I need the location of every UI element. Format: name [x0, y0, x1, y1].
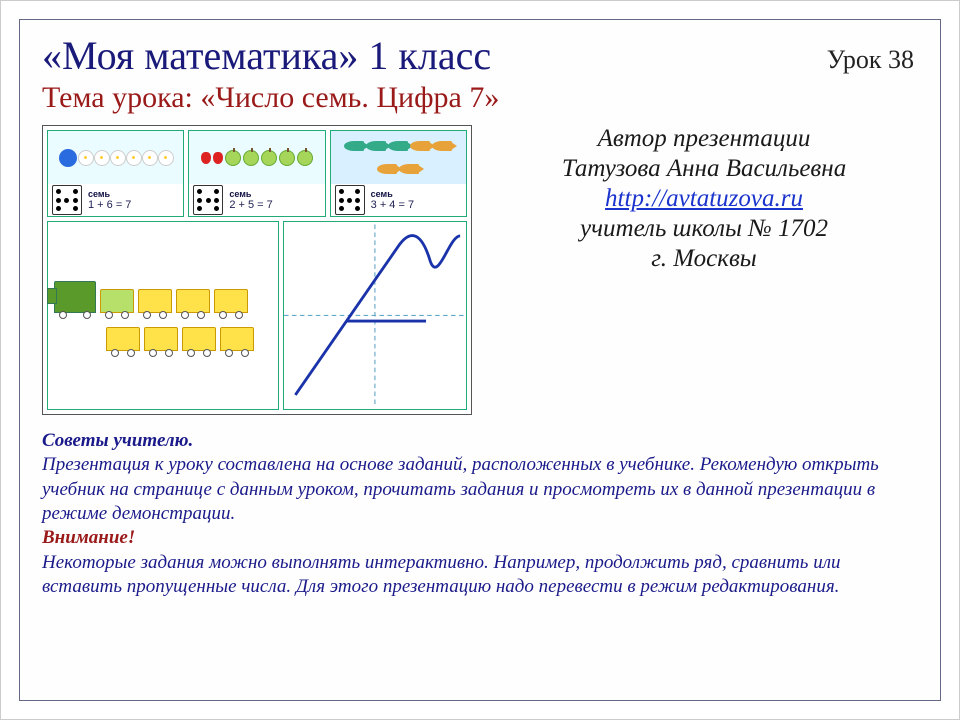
cell-flowers: семь 1 + 6 = 7	[47, 130, 184, 217]
content-row: семь 1 + 6 = 7	[42, 125, 918, 415]
cell-graph	[283, 221, 467, 410]
dice-icon	[335, 185, 365, 215]
equation: 1 + 6 = 7	[88, 199, 131, 211]
tips-warning-heading: Внимание!	[42, 527, 135, 548]
tips-heading: Советы учителю.	[42, 430, 193, 451]
dice-icon	[193, 185, 223, 215]
digit-seven-graph-icon	[284, 222, 466, 409]
book-title: «Моя математика» 1 класс	[42, 32, 491, 79]
textbook-thumbnail: семь 1 + 6 = 7	[42, 125, 472, 415]
cell-apples: семь 2 + 5 = 7	[188, 130, 325, 217]
lesson-topic: Тема урока: «Число семь. Цифра 7»	[42, 81, 918, 115]
cell-fish: семь 3 + 4 = 7	[330, 130, 467, 217]
tips-paragraph-2: Некоторые задания можно выполнять интера…	[42, 551, 918, 600]
train-1	[54, 281, 272, 313]
slide: «Моя математика» 1 класс Урок 38 Тема ур…	[19, 19, 941, 701]
tips-paragraph-1: Презентация к уроку составлена на основе…	[42, 453, 918, 526]
header-row: «Моя математика» 1 класс Урок 38	[42, 32, 918, 79]
teacher-tips: Советы учителю. Презентация к уроку сост…	[42, 429, 918, 599]
thumbnail-bottom-cells	[47, 221, 467, 410]
author-link[interactable]: http://avtatuzova.ru	[490, 185, 918, 213]
cell-trains	[47, 221, 279, 410]
author-label: Автор презентации	[490, 125, 918, 153]
author-school: учитель школы № 1702	[490, 215, 918, 243]
train-2	[102, 327, 272, 351]
author-name: Татузова Анна Васильевна	[490, 155, 918, 183]
equation: 2 + 5 = 7	[229, 199, 272, 211]
author-block: Автор презентации Татузова Анна Васильев…	[490, 125, 918, 273]
thumbnail-top-cells: семь 1 + 6 = 7	[47, 130, 467, 217]
author-city: г. Москвы	[490, 245, 918, 273]
dice-icon	[52, 185, 82, 215]
equation: 3 + 4 = 7	[371, 199, 414, 211]
lesson-number: Урок 38	[827, 45, 914, 75]
